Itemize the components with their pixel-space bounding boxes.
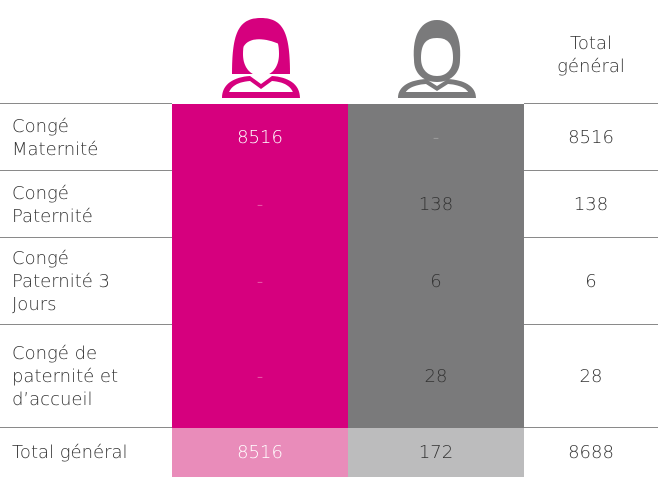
header-total: Total général [557, 33, 625, 77]
row-divider [0, 324, 172, 325]
row-divider [524, 170, 658, 171]
cell-value: 6 [585, 271, 597, 292]
row-label: Congé Maternité [12, 115, 99, 160]
cell-value: 138 [573, 194, 609, 215]
row-divider [0, 170, 172, 171]
row-divider [0, 427, 172, 428]
cell-value: 28 [348, 325, 524, 428]
cell-value: 138 [348, 171, 524, 238]
cell-value: - [172, 325, 348, 428]
cell-value: - [348, 104, 524, 171]
row-label: Congé Paternité [12, 182, 93, 227]
row-divider [524, 427, 658, 428]
cell-value: 8516 [172, 104, 348, 171]
female-icon [222, 18, 300, 98]
row-label: Total général [12, 442, 128, 463]
cell-value: 8516 [568, 127, 614, 148]
row-divider [0, 237, 172, 238]
row-divider [0, 103, 172, 104]
row-divider [524, 237, 658, 238]
row-divider [524, 103, 658, 104]
row-divider [524, 324, 658, 325]
cell-value: 8516 [172, 428, 348, 477]
cell-value: - [172, 238, 348, 325]
cell-value: 28 [579, 366, 603, 387]
cell-value: 172 [348, 428, 524, 477]
row-label: Congé Paternité 3 Jours [12, 248, 111, 315]
cell-value: 6 [348, 238, 524, 325]
cell-value: - [172, 171, 348, 238]
cell-value: 8688 [568, 442, 614, 463]
row-label: Congé de paternité et d’accueil [12, 343, 119, 410]
male-icon [398, 20, 476, 98]
